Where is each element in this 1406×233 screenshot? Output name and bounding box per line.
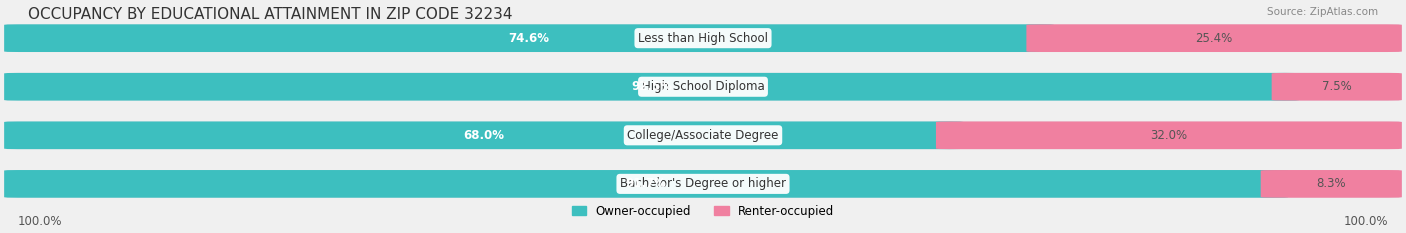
FancyBboxPatch shape	[1026, 24, 1402, 52]
Text: College/Associate Degree: College/Associate Degree	[627, 129, 779, 142]
Text: 92.5%: 92.5%	[631, 80, 672, 93]
Text: 100.0%: 100.0%	[1344, 216, 1388, 228]
Text: 91.7%: 91.7%	[626, 177, 666, 190]
Legend: Owner-occupied, Renter-occupied: Owner-occupied, Renter-occupied	[567, 200, 839, 223]
FancyBboxPatch shape	[4, 170, 1402, 198]
Text: 100.0%: 100.0%	[18, 216, 62, 228]
FancyBboxPatch shape	[4, 73, 1402, 101]
Text: 32.0%: 32.0%	[1150, 129, 1188, 142]
FancyBboxPatch shape	[4, 24, 1402, 52]
FancyBboxPatch shape	[4, 121, 963, 149]
Text: 25.4%: 25.4%	[1195, 32, 1233, 45]
FancyBboxPatch shape	[4, 73, 1299, 101]
Text: High School Diploma: High School Diploma	[641, 80, 765, 93]
Text: OCCUPANCY BY EDUCATIONAL ATTAINMENT IN ZIP CODE 32234: OCCUPANCY BY EDUCATIONAL ATTAINMENT IN Z…	[28, 7, 513, 22]
FancyBboxPatch shape	[4, 170, 1288, 198]
FancyBboxPatch shape	[1271, 73, 1402, 101]
FancyBboxPatch shape	[4, 121, 1402, 149]
Text: 8.3%: 8.3%	[1316, 177, 1346, 190]
Text: Less than High School: Less than High School	[638, 32, 768, 45]
FancyBboxPatch shape	[1261, 170, 1402, 198]
Text: Source: ZipAtlas.com: Source: ZipAtlas.com	[1267, 7, 1378, 17]
FancyBboxPatch shape	[4, 24, 1053, 52]
Text: 68.0%: 68.0%	[463, 129, 505, 142]
FancyBboxPatch shape	[936, 121, 1402, 149]
Text: 7.5%: 7.5%	[1322, 80, 1351, 93]
Text: Bachelor's Degree or higher: Bachelor's Degree or higher	[620, 177, 786, 190]
Text: 74.6%: 74.6%	[509, 32, 550, 45]
